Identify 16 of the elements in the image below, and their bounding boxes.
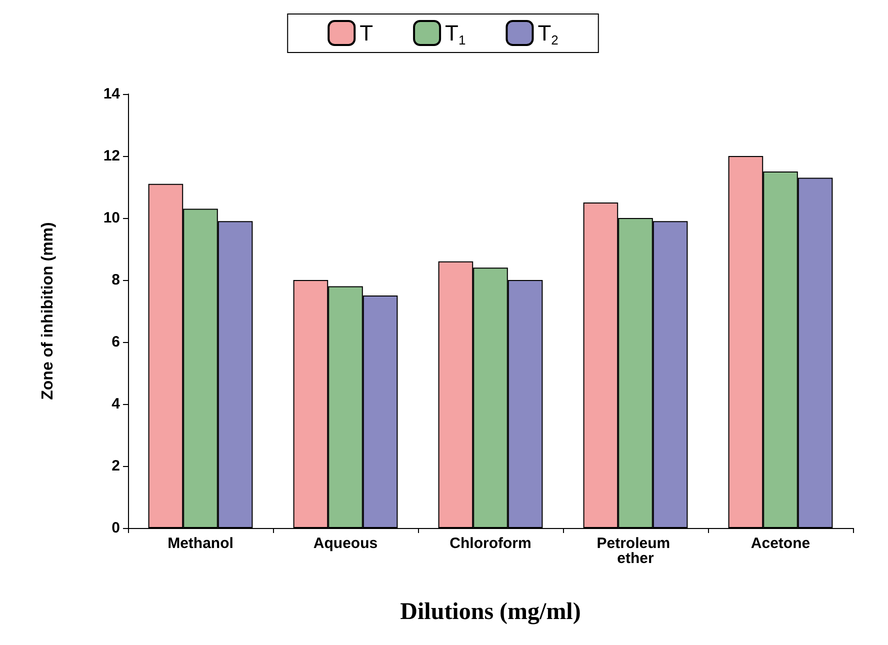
- y-tick-label: 8: [112, 272, 120, 288]
- y-tick-label: 0: [112, 520, 120, 536]
- x-tick-label: Aqueous: [313, 535, 378, 552]
- x-tick-label: Acetone: [750, 535, 810, 552]
- x-tick-label: Methanol: [168, 535, 234, 552]
- y-tick-label: 2: [112, 458, 120, 474]
- x-tick-label: Chloroform: [450, 535, 532, 552]
- y-tick-label: 4: [112, 396, 121, 412]
- y-tick-label: 6: [112, 334, 120, 350]
- legend-label: T: [360, 20, 374, 46]
- y-axis-title: Zone of inhibition (mm): [40, 222, 56, 400]
- y-tick-label: 14: [103, 86, 121, 102]
- x-axis-title: Dilutions (mg/ml): [400, 599, 581, 625]
- y-tick-label: 10: [103, 210, 120, 226]
- x-tick-label: Petroleum ether: [596, 535, 674, 567]
- y-tick-label: 12: [103, 148, 120, 164]
